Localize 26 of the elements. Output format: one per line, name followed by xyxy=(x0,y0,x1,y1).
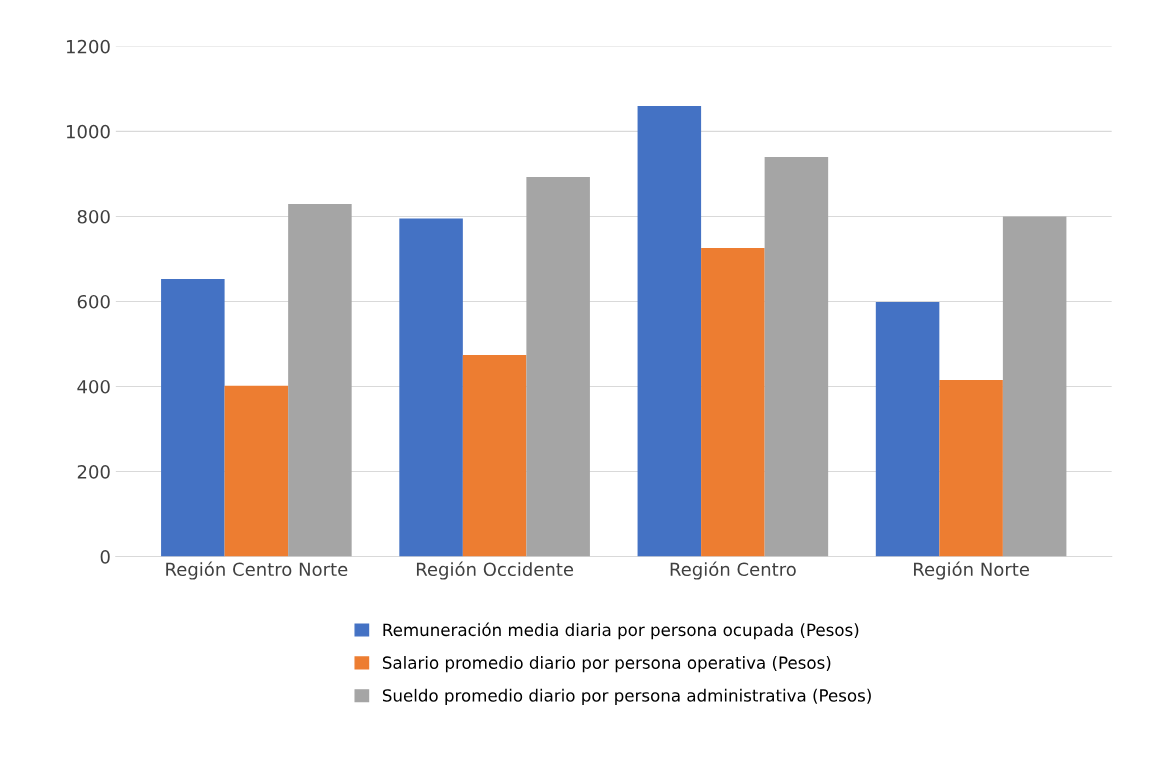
bar xyxy=(939,380,1003,557)
legend-label: Sueldo promedio diario por persona administrativa (Pesos) xyxy=(382,688,871,705)
x-tick-label: Región Occidente xyxy=(416,561,574,580)
bar xyxy=(1002,216,1067,557)
bar xyxy=(399,218,463,557)
y-tick-label: 0 xyxy=(100,550,110,564)
legend-label: Remuneración media diaria por persona ocupada (Pesos) xyxy=(383,622,859,640)
x-tick-label: Región Centro xyxy=(670,561,796,580)
bar xyxy=(701,247,765,557)
y-tick-label: 200 xyxy=(77,464,110,479)
y-tick-label: 400 xyxy=(77,379,110,394)
bar xyxy=(224,385,289,557)
y-tick-label: 1200 xyxy=(66,39,110,54)
y-tick-label: 600 xyxy=(77,294,110,309)
y-tick-label: 800 xyxy=(77,209,110,224)
bar xyxy=(875,301,940,557)
bar xyxy=(288,204,352,557)
legend-label: Salario promedio diario por persona operativa (Pesos) xyxy=(382,656,831,673)
bar xyxy=(764,156,829,557)
bar xyxy=(161,278,225,557)
bar xyxy=(637,105,702,557)
bar xyxy=(462,355,527,557)
x-tick-label: Región Centro Norte xyxy=(166,561,348,580)
y-tick-label: 1000 xyxy=(66,124,110,139)
x-tick-label: Región Norte xyxy=(914,561,1030,580)
bar xyxy=(526,176,590,557)
